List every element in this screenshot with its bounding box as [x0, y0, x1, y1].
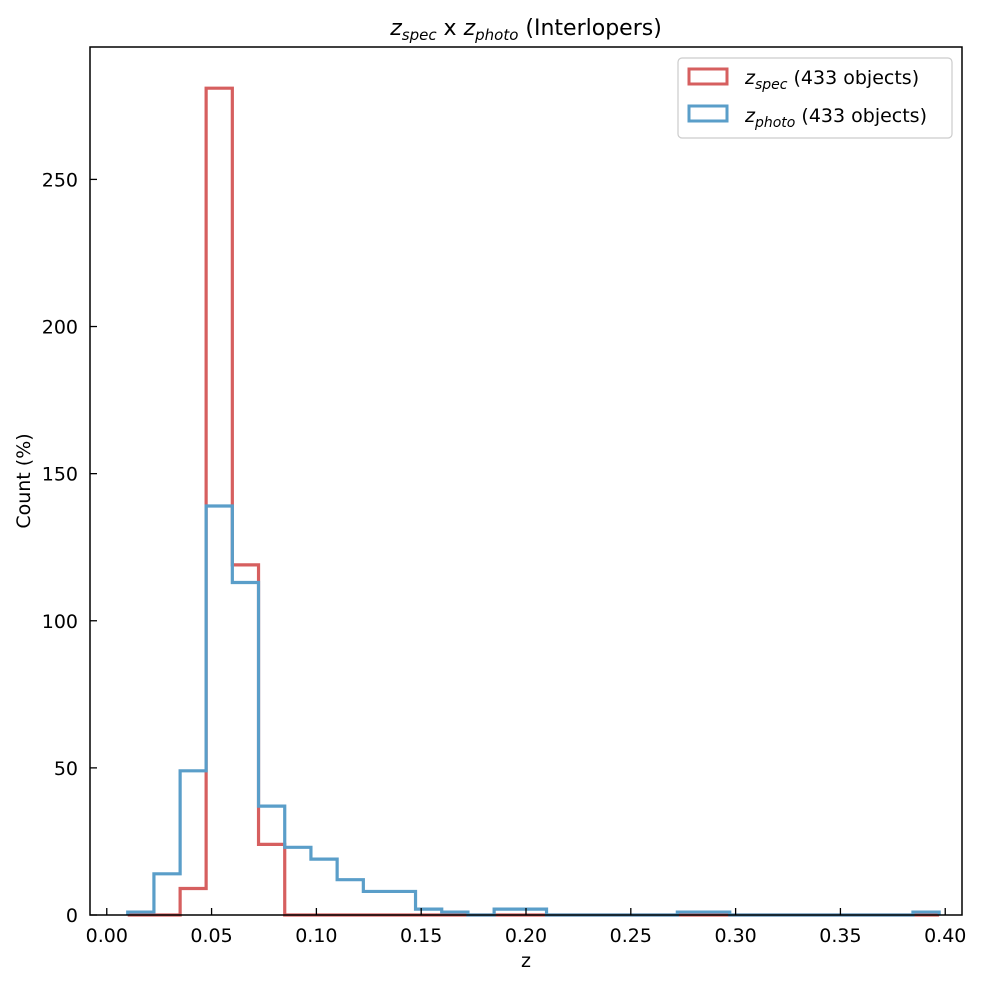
y-tick-label: 200 — [42, 317, 78, 339]
y-tick-label: 50 — [54, 758, 78, 780]
legend: zspec (433 objects) zphoto (433 objects) — [677, 57, 953, 139]
legend-swatch-spec — [687, 67, 729, 86]
y-tick-label: 0 — [66, 905, 78, 927]
y-tick-label: 150 — [42, 464, 78, 486]
x-tick-label: 0.15 — [400, 925, 442, 947]
series-outline-spec — [127, 86, 940, 917]
series-layer — [126, 86, 941, 917]
x-tick-label: 0.10 — [295, 925, 337, 947]
x-axis-label: z — [521, 950, 531, 972]
x-tick-label: 0.40 — [924, 925, 966, 947]
y-tick-label: 100 — [42, 611, 78, 633]
legend-entry-photo: zphoto (433 objects) — [744, 105, 927, 131]
legend-box — [677, 57, 953, 139]
y-axis: 0 50 100 150 200 250 — [42, 169, 97, 927]
legend-swatch-photo — [687, 104, 729, 123]
x-axis: 0.00 0.05 0.10 0.15 0.20 0.25 0.30 0.35 0.40 — [86, 908, 966, 947]
x-tick-label: 0.05 — [190, 925, 232, 947]
y-axis-label: Count (%) — [13, 433, 35, 528]
x-tick-label: 0.25 — [610, 925, 652, 947]
chart-title: zspec x zphoto (Interlopers) — [389, 16, 662, 44]
plot-frame — [89, 46, 963, 916]
series-outline-photo — [126, 504, 941, 917]
x-tick-label: 0.00 — [86, 925, 128, 947]
y-tick-label: 250 — [42, 169, 78, 191]
x-tick-label: 0.20 — [505, 925, 547, 947]
x-tick-label: 0.30 — [714, 925, 756, 947]
legend-entry-spec: zspec (433 objects) — [744, 67, 919, 93]
x-tick-label: 0.35 — [819, 925, 861, 947]
